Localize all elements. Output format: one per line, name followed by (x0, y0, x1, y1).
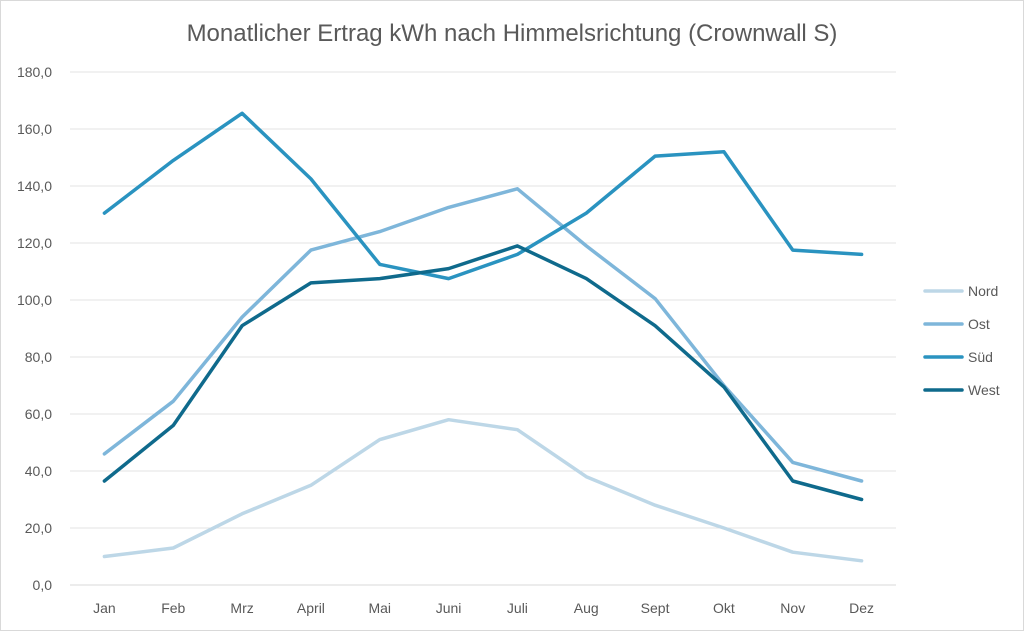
legend-label: Süd (968, 349, 993, 365)
legend-item: Ost (923, 316, 990, 332)
legend-item: Süd (923, 349, 993, 365)
x-tick-label: Dez (849, 600, 874, 616)
x-tick-label: Feb (161, 600, 185, 616)
series-lines (102, 111, 864, 563)
series-line-ost (102, 187, 864, 483)
gridlines (70, 71, 896, 586)
legend-label: Nord (968, 283, 998, 299)
x-tick-label: Aug (574, 600, 599, 616)
x-tick-label: Mai (368, 600, 391, 616)
legend: Nord Ost Süd West (923, 283, 1000, 398)
x-tick-label: Juni (436, 600, 462, 616)
x-tick-label: April (297, 600, 325, 616)
chart-title: Monatlicher Ertrag kWh nach Himmelsricht… (187, 20, 838, 47)
legend-item: Nord (923, 283, 998, 299)
x-tick-label: Sept (641, 600, 670, 616)
legend-label: Ost (968, 316, 990, 332)
x-axis: Jan Feb Mrz April Mai Juni Juli Aug Sept Okt Nov De… (93, 600, 874, 616)
y-tick-label: 0,0 (33, 577, 53, 593)
y-tick-label: 80,0 (25, 349, 52, 365)
y-axis: 0,0 20,0 40,0 60,0 80,0 100,0 120,0 140,0 160,0 1… (17, 64, 52, 593)
x-tick-label: Mrz (230, 600, 253, 616)
y-tick-label: 180,0 (17, 64, 52, 80)
x-tick-label: Nov (780, 600, 805, 616)
x-tick-label: Jan (93, 600, 116, 616)
series-line-nord (102, 417, 864, 563)
y-tick-label: 60,0 (25, 406, 52, 422)
legend-label: West (968, 382, 1000, 398)
y-tick-label: 140,0 (17, 178, 52, 194)
y-tick-label: 100,0 (17, 292, 52, 308)
series-line-west (102, 244, 864, 502)
x-tick-label: Juli (507, 600, 528, 616)
series-line-süd (102, 111, 864, 281)
y-tick-label: 120,0 (17, 235, 52, 251)
y-tick-label: 40,0 (25, 463, 52, 479)
y-tick-label: 160,0 (17, 121, 52, 137)
y-tick-label: 20,0 (25, 520, 52, 536)
x-tick-label: Okt (713, 600, 735, 616)
legend-item: West (923, 382, 1000, 398)
